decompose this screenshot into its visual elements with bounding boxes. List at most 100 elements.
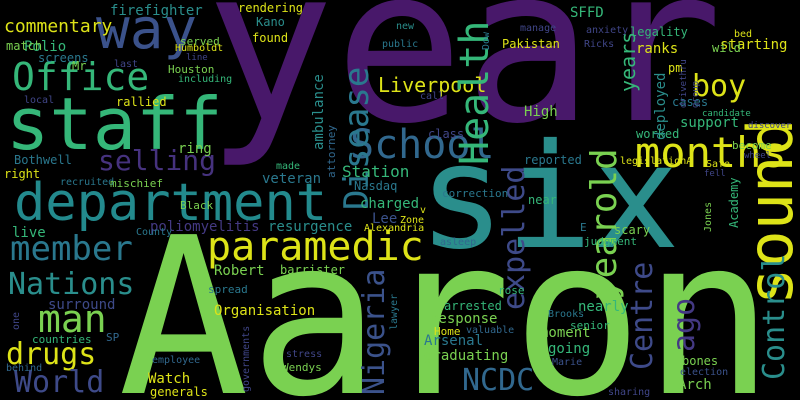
word-surround: surround: [48, 297, 116, 313]
word-six: six: [418, 113, 680, 282]
word-department: department: [14, 173, 328, 233]
word-bothwell: Bothwell: [14, 153, 72, 167]
word-found: found: [252, 31, 289, 45]
word-bones: bones: [682, 354, 719, 368]
word-call: call: [420, 91, 445, 102]
word-senior: senior: [570, 319, 610, 332]
word-zone: Zone: [400, 215, 425, 226]
word-dow: Dow: [481, 31, 492, 50]
word-stress: stress: [286, 349, 323, 360]
word-legislationa: legislationA: [620, 156, 693, 167]
word-firefighter: firefighter: [110, 3, 203, 19]
word-marie: Marie: [552, 357, 583, 368]
word-arrested: arrested: [444, 299, 502, 313]
word-ring: ring: [178, 141, 212, 157]
word-countries: countries: [32, 333, 92, 346]
word-starting: starting: [720, 37, 788, 53]
word-charged: charged: [360, 196, 420, 212]
word-e: E: [580, 221, 587, 234]
word-public: public: [382, 39, 419, 50]
word-pm: pm: [668, 61, 683, 75]
word-going: going: [548, 341, 591, 357]
word-nearly: nearly: [578, 299, 629, 315]
word-including: including: [178, 74, 233, 85]
word-made: made: [276, 161, 301, 172]
word-black: Black: [180, 199, 214, 212]
word-generals: generals: [150, 385, 208, 399]
word-centre: Centre: [625, 261, 660, 370]
word-response: response: [430, 311, 498, 327]
word-new: new: [396, 21, 415, 32]
word-right: right: [4, 167, 41, 181]
word-office: Office: [12, 55, 150, 99]
word-world: World: [14, 365, 105, 400]
word-resurgence: resurgence: [268, 219, 353, 235]
word-candidate: candidate: [702, 109, 751, 119]
word-anxiety: anxiety: [586, 25, 629, 36]
word-line: line: [186, 53, 208, 63]
word-aaron: Aaron: [118, 192, 775, 400]
word-school: School: [350, 122, 495, 168]
word-staff: staff: [6, 82, 223, 166]
word-houston: Houston: [168, 63, 215, 76]
word-safe: Safe: [706, 159, 731, 170]
word-asleep: asleep: [440, 237, 477, 248]
word-academy: Academy: [727, 177, 741, 228]
word-match: match: [6, 39, 43, 53]
word-local: local: [24, 95, 55, 106]
word-barrister: barrister: [280, 263, 346, 277]
word-bed: bed: [734, 29, 753, 40]
word-ricks: Ricks: [584, 39, 615, 50]
word-nasdaq: Nasdaq: [354, 179, 398, 193]
word-liverpool: Liverpool: [378, 73, 487, 97]
word-class: class: [428, 127, 465, 141]
word-graduating: graduating: [424, 348, 509, 364]
word-way: way: [96, 0, 198, 62]
word-control: Control: [757, 253, 792, 380]
word-robert: Robert: [214, 263, 265, 279]
word-mr: Mr: [72, 59, 87, 73]
word-organisation: Organisation: [214, 303, 316, 319]
word-become: become: [732, 139, 772, 152]
word-scary: scary: [614, 223, 651, 237]
word-county: County: [136, 227, 173, 238]
word-mischief: mischief: [110, 177, 163, 190]
word-watch: Watch: [148, 371, 191, 387]
word-nigeria: Nigeria: [357, 268, 392, 395]
word-polio: Polio: [24, 39, 67, 55]
word-v: v: [420, 205, 427, 216]
word-alexandria: Alexandria: [364, 223, 425, 234]
word-rose: rose: [498, 284, 525, 297]
word-last: last: [114, 59, 139, 70]
word-employee: employee: [152, 355, 201, 366]
word-ncdc: NCDC: [462, 363, 535, 398]
word-rallied: rallied: [116, 95, 167, 109]
word-arsenal: Arsenal: [424, 333, 484, 349]
word-veteran: veteran: [262, 171, 322, 187]
word-correction: correction: [442, 187, 509, 200]
word-served: served: [180, 35, 220, 48]
word-drugs: drugs: [6, 337, 97, 372]
word-commentary: commentary: [4, 16, 113, 37]
word-reported: reported: [524, 153, 582, 167]
word-valuable: valuable: [466, 325, 515, 336]
word-high: High: [524, 104, 558, 120]
word-governments: governments: [241, 325, 252, 392]
word-fell: fell: [704, 169, 726, 179]
word-rendering: rendering: [238, 1, 304, 15]
word-boy: boy: [692, 69, 747, 104]
word-sp: SP: [106, 331, 120, 344]
word-moment: moment: [540, 325, 591, 341]
word-one: one: [11, 311, 22, 330]
word-months: months: [635, 128, 787, 177]
word-cases: cases: [672, 95, 709, 109]
word-pakistan: Pakistan: [502, 37, 560, 51]
word-drivethru: drivethru: [679, 59, 689, 108]
word-behind: behind: [6, 363, 43, 374]
word-man: man: [38, 297, 107, 341]
word-sharing: sharing: [608, 387, 651, 398]
word-selling: selling: [98, 144, 217, 177]
word-wild: wild: [712, 41, 741, 55]
word-attorney: attorney: [325, 125, 338, 178]
word-wheel: wheel: [744, 151, 772, 161]
